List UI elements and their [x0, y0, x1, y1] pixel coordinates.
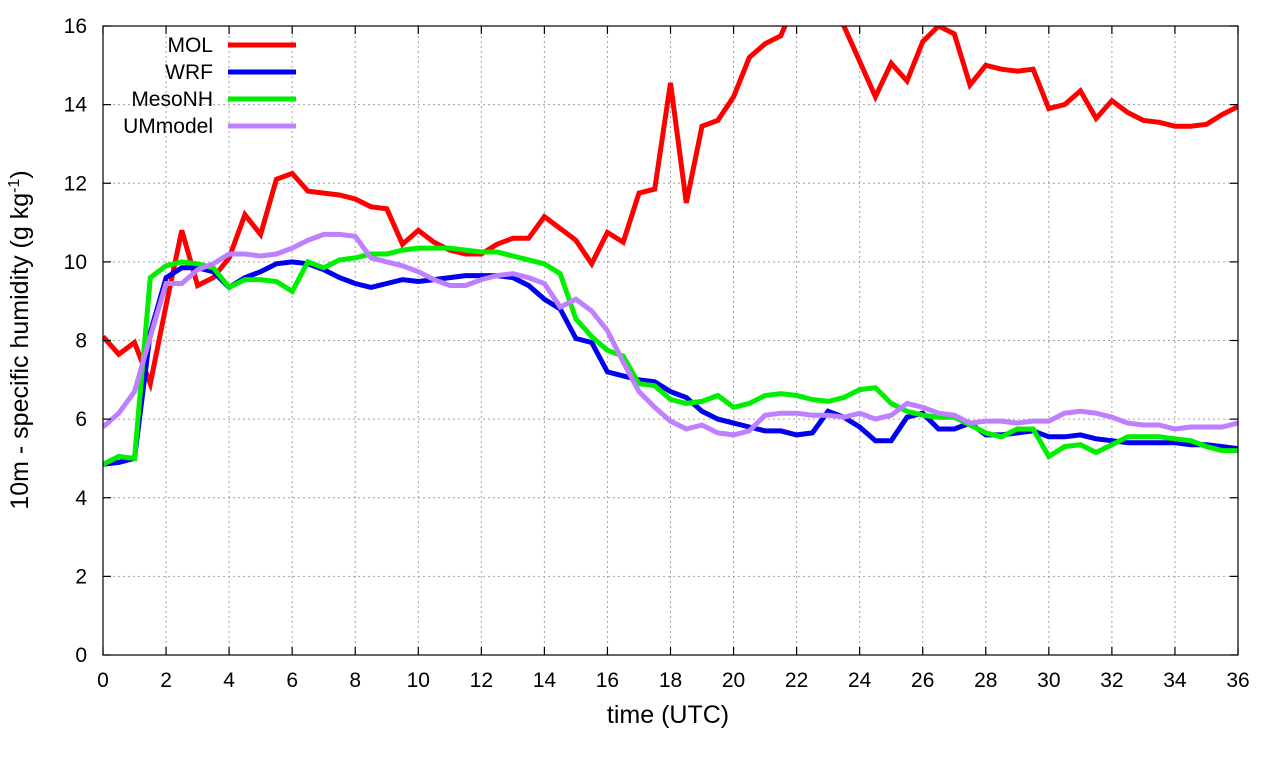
y-tick-label: 4 — [75, 487, 87, 510]
x-axis-title: time (UTC) — [607, 701, 729, 729]
x-tick-label: 20 — [722, 669, 745, 692]
x-tick-label: 6 — [286, 669, 298, 692]
y-tick-label: 0 — [75, 644, 87, 667]
series-line-wrf — [103, 259, 1238, 467]
legend-item-mol: MOL — [167, 34, 296, 57]
series-line-ummodel — [103, 231, 1238, 438]
y-axis-title-sup: -1 — [6, 179, 23, 193]
x-tick-label: 10 — [407, 669, 430, 692]
x-tick-label: 22 — [785, 669, 808, 692]
x-tick-label: 0 — [97, 669, 109, 692]
legend-label: MesoNH — [131, 88, 213, 111]
x-tick-label: 36 — [1226, 669, 1249, 692]
y-tick-label: 16 — [64, 15, 87, 38]
y-axis-title-main: 10m - specific humidity (g kg — [6, 193, 34, 510]
y-tick-label: 12 — [64, 172, 87, 195]
y-axis-title: 10m - specific humidity (g kg-1) — [6, 170, 34, 509]
y-tick-label: 8 — [75, 330, 87, 353]
series-line-mesonh — [103, 245, 1238, 467]
y-axis-title-tail: ) — [6, 170, 34, 178]
x-tick-label: 24 — [848, 669, 872, 692]
x-tick-label: 4 — [223, 669, 235, 692]
y-tick-label: 2 — [75, 565, 87, 588]
x-tick-label: 26 — [911, 669, 934, 692]
legend-item-mesonh: MesoNH — [131, 88, 296, 111]
x-tick-label: 28 — [974, 669, 997, 692]
x-tick-label: 32 — [1100, 669, 1123, 692]
legend-item-wrf: WRF — [165, 61, 296, 84]
series-lines — [103, 26, 1238, 467]
y-tick-label: 14 — [64, 94, 88, 117]
y-tick-label: 6 — [75, 408, 87, 431]
y-tick-label: 10 — [64, 251, 87, 274]
x-tick-label: 14 — [533, 669, 557, 692]
x-tick-label: 2 — [160, 669, 172, 692]
grid — [103, 26, 1238, 655]
legend-label: WRF — [165, 61, 213, 84]
x-tick-label: 12 — [470, 669, 493, 692]
x-tick-label: 30 — [1037, 669, 1060, 692]
x-tick-label: 34 — [1163, 669, 1187, 692]
x-tick-label: 8 — [349, 669, 361, 692]
x-tick-label: 16 — [596, 669, 619, 692]
axis-ticks: 0 2 4 6 8 10 12 14 16 18 20 22 24 26 28 30 32 34 360246810… — [64, 15, 1250, 692]
x-tick-label: 18 — [659, 669, 682, 692]
legend: MOL WRF MesoNH UMmodel — [123, 34, 296, 138]
series-line-mol — [103, 26, 1238, 393]
legend-label: UMmodel — [123, 115, 213, 138]
legend-item-ummodel: UMmodel — [123, 115, 296, 138]
legend-label: MOL — [167, 34, 213, 57]
